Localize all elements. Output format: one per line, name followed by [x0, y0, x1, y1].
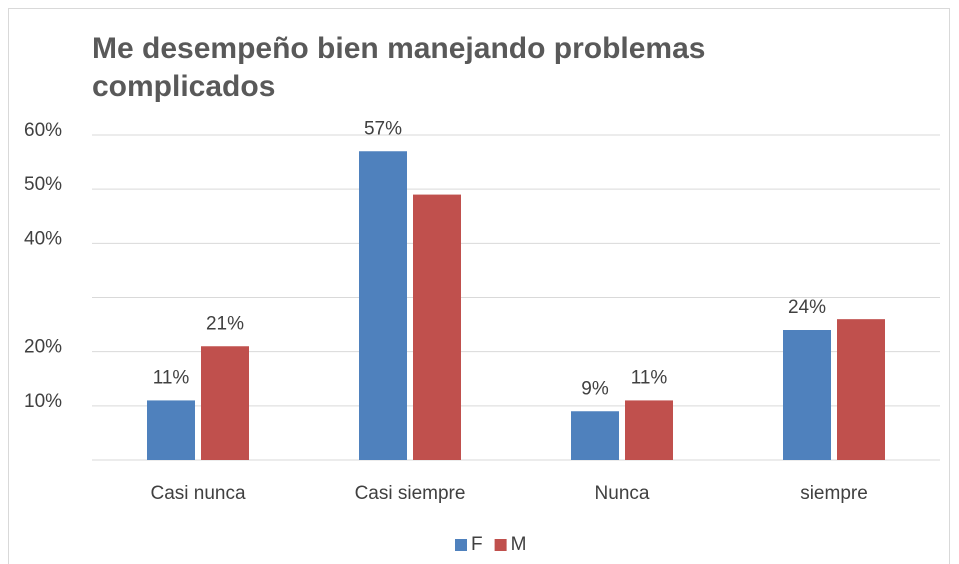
y-tick-label: 20% — [24, 337, 62, 358]
bar — [359, 151, 407, 460]
data-label: 11% — [631, 367, 668, 388]
chart-title: Me desempeño bien manejando problemas co… — [92, 32, 706, 103]
legend-label: M — [511, 534, 527, 555]
bar — [147, 400, 195, 460]
data-label: 57% — [364, 118, 402, 139]
bar — [783, 330, 831, 460]
x-tick-label: Nunca — [595, 483, 650, 504]
data-label: 9% — [581, 378, 609, 399]
legend-swatch — [455, 539, 467, 551]
y-tick-label: 40% — [24, 228, 62, 249]
bar — [571, 411, 619, 460]
bar — [201, 346, 249, 460]
y-tick-label: 50% — [24, 174, 62, 195]
x-tick-label: Casi siempre — [355, 483, 466, 504]
bar — [837, 319, 885, 460]
y-tick-label: 60% — [24, 120, 62, 141]
legend-swatch — [494, 539, 507, 551]
chart-border — [8, 8, 950, 564]
bar — [413, 194, 461, 461]
data-label: 21% — [206, 313, 244, 334]
data-label: 11% — [153, 367, 190, 388]
legend-label: F — [471, 534, 483, 555]
bar — [625, 400, 673, 460]
y-tick-label: 10% — [24, 391, 62, 412]
x-tick-label: Casi nunca — [150, 483, 245, 504]
data-label: 24% — [788, 297, 826, 318]
x-tick-label: siempre — [800, 483, 868, 504]
